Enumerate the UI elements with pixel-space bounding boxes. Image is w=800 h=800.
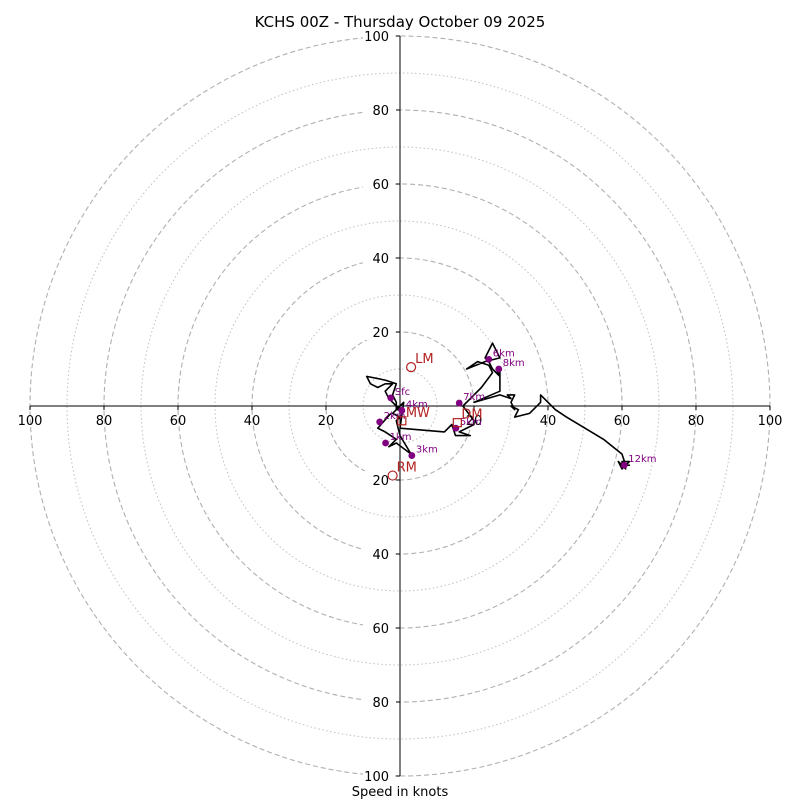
x-tick-label: 100 [758, 414, 783, 429]
x-tick-label: 20 [318, 414, 335, 429]
height-marker-12km [620, 461, 628, 469]
height-label-3km: 3km [416, 445, 438, 456]
y-tick-label: 100 [364, 30, 389, 45]
tick-labels: 100 80 60 40 20 20 40 60 80 100100806040202040608… [18, 27, 783, 785]
y-tick-label: 20 [372, 326, 389, 341]
height-label-7km: 7km [463, 392, 485, 403]
motion-label-RM: RM [397, 461, 417, 476]
y-tick-label: 40 [372, 252, 389, 267]
y-tick-label-bg [363, 693, 395, 710]
y-tick-label-bg [363, 249, 395, 266]
height-label-12km: 12km [628, 454, 656, 465]
height-label-2km: 2km [384, 411, 406, 422]
y-tick-label-bg [363, 619, 395, 636]
y-tick-label: 100 [364, 770, 389, 785]
motion-marker-DM [452, 418, 462, 428]
y-tick-label: 20 [372, 474, 389, 489]
x-tick-label: 40 [244, 414, 261, 429]
wind-trace [365, 342, 631, 470]
y-tick-label-bg [363, 27, 395, 44]
height-label-5km: 5km [460, 417, 482, 428]
y-tick-label: 60 [372, 178, 389, 193]
height-marker-Sfc [387, 394, 395, 402]
x-tick-label: 100 [18, 414, 43, 429]
x-tick-label: 40 [540, 414, 557, 429]
y-tick-label: 80 [372, 696, 389, 711]
height-marker-4km [398, 407, 406, 414]
motion-marker-LM [406, 362, 417, 373]
height-marker-7km [455, 399, 463, 407]
storm-motion-markers: LM RM MW DM [387, 352, 483, 481]
y-tick-label-bg [363, 471, 395, 488]
x-tick-label: 60 [170, 414, 187, 429]
x-tick-label: 80 [96, 414, 113, 429]
height-marker-2km [376, 418, 384, 426]
height-marker-8km [495, 365, 503, 373]
motion-label-MW: MW [406, 406, 430, 421]
y-tick-label-bg [363, 767, 395, 784]
x-tick-label: 80 [688, 414, 705, 429]
height-label-6km: 6km [493, 348, 515, 359]
height-marker-1km [382, 439, 389, 447]
y-tick-label: 60 [372, 622, 389, 637]
height-label-4km: 4km [406, 399, 428, 410]
height-marker-6km [485, 355, 493, 363]
chart-title: KCHS 00Z - Thursday October 09 2025 [255, 13, 546, 31]
y-tick-label: 80 [372, 104, 389, 119]
y-tick-label-bg [363, 545, 395, 562]
motion-label-DM: DM [461, 408, 482, 423]
y-tick-label-bg [363, 323, 395, 340]
height-label-1km: 1km [390, 432, 412, 443]
hodograph-line [365, 342, 631, 470]
height-label-Sfc: Sfc [395, 387, 410, 398]
motion-label-LM: LM [415, 352, 433, 367]
x-tick-label: 60 [614, 414, 631, 429]
y-tick-label-bg [363, 101, 395, 118]
motion-marker-RM [387, 470, 398, 481]
x-axis-label: Speed in knots [352, 785, 449, 800]
height-label-8km: 8km [503, 358, 525, 369]
height-marker-3km [408, 452, 416, 459]
y-tick-label: 40 [372, 548, 389, 563]
y-tick-label-bg [363, 175, 395, 192]
motion-marker-MW [397, 416, 407, 426]
